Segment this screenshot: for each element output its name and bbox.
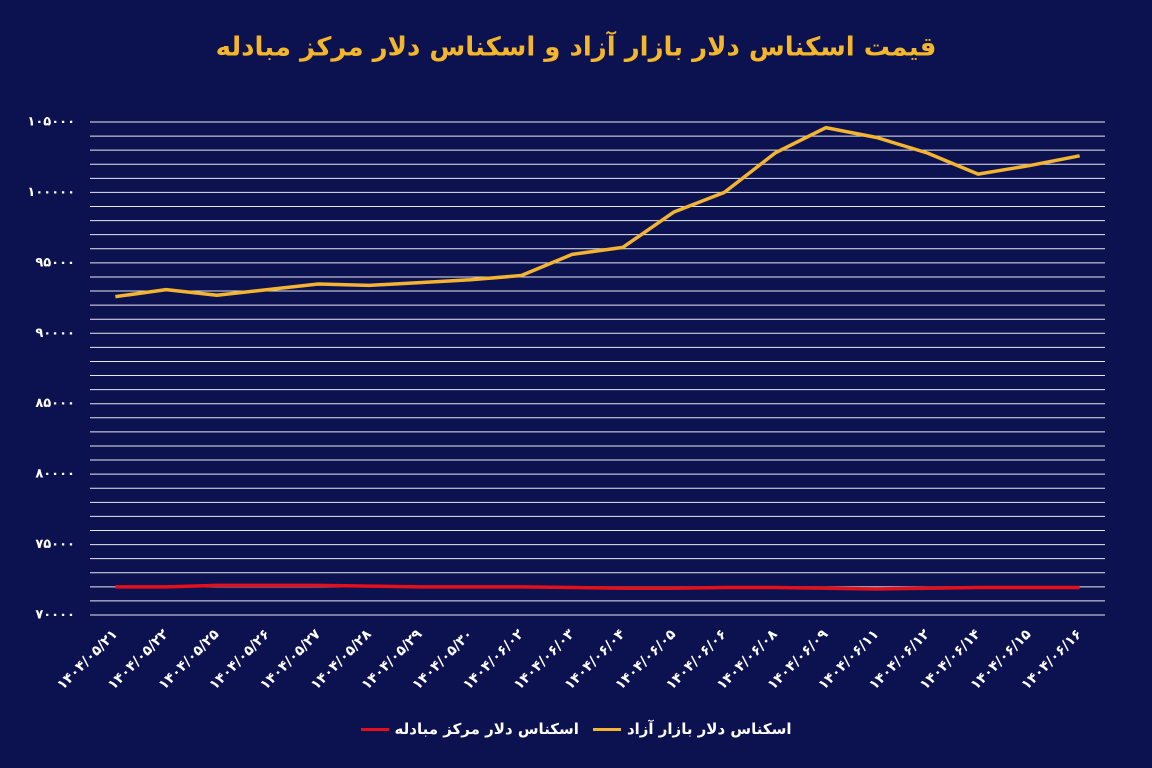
legend-item: اسکناس دلار بازار آزاد xyxy=(592,720,792,738)
legend-item: اسکناس دلار مرکز مبادله xyxy=(360,720,579,738)
y-tick-label: ۹۰۰۰۰ xyxy=(35,326,75,341)
series-line xyxy=(115,583,1080,591)
legend-swatch xyxy=(592,727,621,731)
series-line xyxy=(115,125,1080,299)
y-tick-label: ۷۵۰۰۰ xyxy=(35,537,75,552)
legend-swatch xyxy=(360,727,389,731)
y-tick-label: ۸۵۰۰۰ xyxy=(35,396,75,411)
legend-label: اسکناس دلار بازار آزاد xyxy=(626,720,792,738)
y-tick-label: ۱۰۰۰۰۰ xyxy=(27,185,75,200)
y-tick-label: ۹۵۰۰۰ xyxy=(35,255,75,270)
y-tick-label: ۸۰۰۰۰ xyxy=(35,467,75,482)
legend-label: اسکناس دلار مرکز مبادله xyxy=(394,720,579,738)
legend: اسکناس دلار بازار آزاد اسکناس دلار مرکز م… xyxy=(0,720,1152,738)
chart-title: قیمت اسکناس دلار بازار آزاد و اسکناس دلا… xyxy=(216,31,937,63)
y-tick-label: ۱۰۵۰۰۰ xyxy=(27,115,75,130)
y-tick-label: ۷۰۰۰۰ xyxy=(35,608,75,623)
